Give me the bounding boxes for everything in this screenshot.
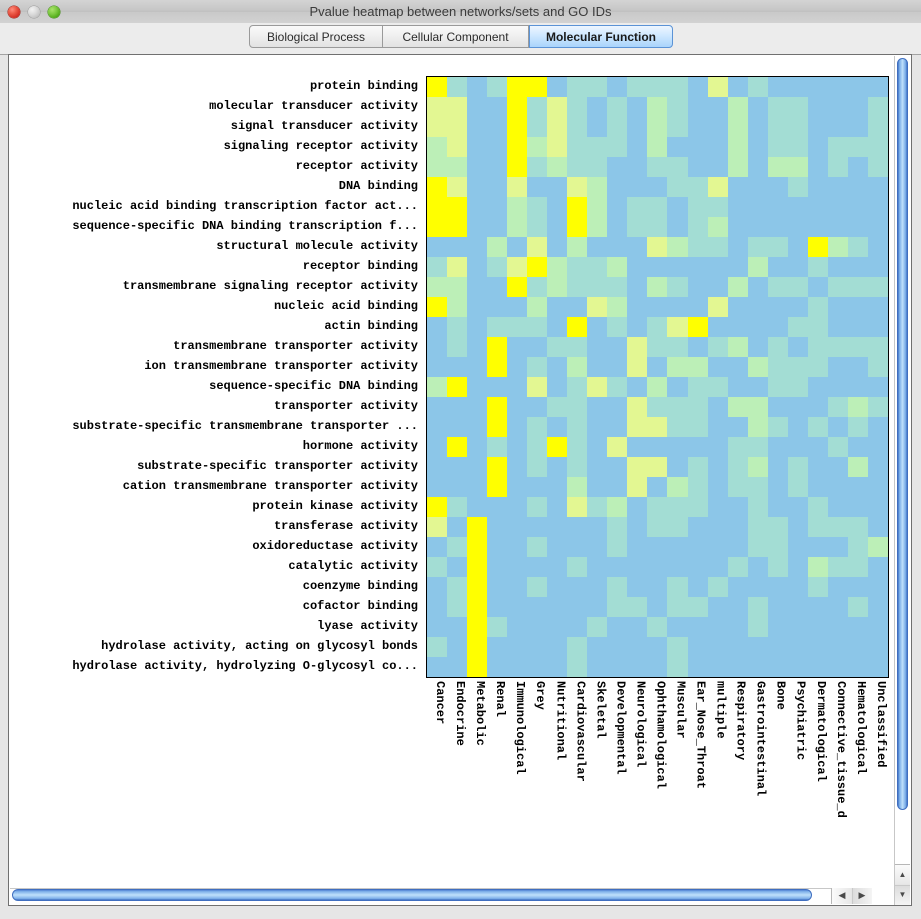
svg-text:Cancer: Cancer	[433, 681, 447, 724]
svg-text:Skeletal: Skeletal	[593, 681, 607, 739]
svg-text:Psychiatric: Psychiatric	[794, 681, 808, 760]
svg-text:Cardiovascular: Cardiovascular	[573, 681, 587, 782]
svg-text:Grey: Grey	[533, 681, 547, 710]
svg-text:Unclassified: Unclassified	[874, 681, 887, 767]
svg-text:Hematological: Hematological	[854, 681, 868, 775]
svg-text:multiple: multiple	[714, 681, 728, 739]
svg-text:Dermatological: Dermatological	[814, 681, 828, 782]
svg-text:Ophthamological: Ophthamological	[653, 681, 667, 789]
svg-text:Bone: Bone	[774, 681, 788, 710]
svg-text:Neurological: Neurological	[633, 681, 647, 767]
svg-text:Developmental: Developmental	[613, 681, 627, 775]
svg-text:Connective_tissue_disorder: Connective_tissue_disorder	[834, 681, 848, 817]
svg-text:Endocrine: Endocrine	[453, 681, 467, 746]
svg-text:Nutritional: Nutritional	[553, 681, 567, 760]
svg-text:Metabolic: Metabolic	[473, 681, 487, 746]
svg-text:Gastrointestinal: Gastrointestinal	[754, 681, 768, 796]
svg-text:Respiratory: Respiratory	[734, 681, 748, 760]
svg-text:Renal: Renal	[493, 681, 507, 717]
svg-text:Ear_Nose_Throat: Ear_Nose_Throat	[694, 681, 708, 789]
svg-text:Immunological: Immunological	[513, 681, 527, 775]
svg-text:Muscular: Muscular	[674, 681, 688, 739]
